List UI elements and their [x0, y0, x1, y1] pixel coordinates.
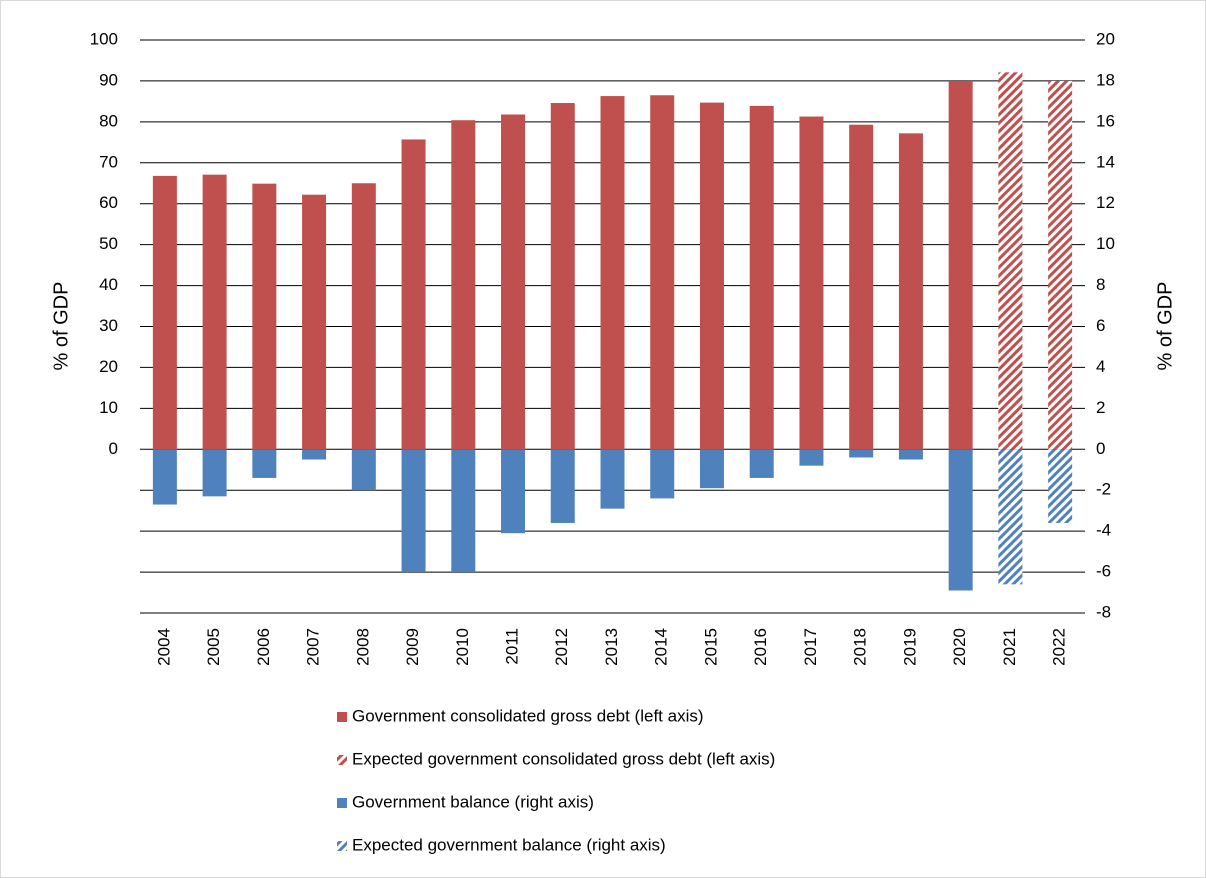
- x-tick-label: 2013: [602, 628, 621, 666]
- bar: [749, 449, 774, 478]
- x-tick-label: 2018: [851, 628, 870, 666]
- bar: [252, 183, 277, 450]
- bar: [401, 449, 426, 573]
- bar: [351, 449, 376, 491]
- legend-label: Expected government consolidated gross d…: [352, 749, 775, 768]
- y-tick-label: 60: [99, 193, 118, 212]
- bar: [302, 194, 327, 450]
- bar: [501, 449, 526, 534]
- y-tick-label: 100: [90, 29, 118, 48]
- x-tick-label: 2011: [503, 628, 522, 665]
- bar: [550, 103, 575, 450]
- y2-tick-label: 0: [1096, 439, 1105, 458]
- x-tick-label: 2020: [950, 628, 969, 666]
- bar: [152, 175, 177, 450]
- bar: [898, 133, 923, 450]
- y2-tick-label: 12: [1096, 193, 1115, 212]
- bar: [252, 449, 277, 478]
- legend-swatch: [337, 798, 347, 808]
- x-tick-label: 2022: [1050, 628, 1069, 666]
- bar: [202, 449, 227, 497]
- bar: [401, 139, 426, 450]
- bar: [699, 102, 724, 450]
- bar: [849, 124, 874, 450]
- x-tick-label: 2006: [254, 628, 273, 666]
- bar: [600, 449, 625, 509]
- y-tick-label: 10: [99, 398, 118, 417]
- bar: [799, 116, 824, 450]
- x-tick-label: 2007: [304, 628, 323, 666]
- bar: [1048, 449, 1073, 523]
- y2-tick-label: 16: [1096, 111, 1115, 130]
- y2-tick-label: 8: [1096, 275, 1105, 294]
- bar: [351, 183, 376, 450]
- x-tick-label: 2010: [453, 628, 472, 666]
- y2-tick-label: 18: [1096, 70, 1115, 89]
- x-tick-label: 2012: [552, 628, 571, 666]
- y-tick-label: 0: [109, 439, 118, 458]
- legend-label: Expected government balance (right axis): [352, 835, 666, 854]
- x-tick-label: 2019: [900, 628, 919, 666]
- bar: [202, 174, 227, 450]
- legend-swatch: [337, 841, 347, 851]
- y2-tick-label: 14: [1096, 152, 1115, 171]
- y-tick-label: 50: [99, 234, 118, 253]
- bar: [1048, 80, 1073, 450]
- x-tick-label: 2005: [204, 628, 223, 666]
- y-axis-label: % of GDP: [50, 282, 72, 371]
- y2-tick-label: -8: [1096, 602, 1111, 621]
- bar: [152, 449, 177, 505]
- bar: [302, 449, 327, 460]
- bar: [948, 80, 973, 450]
- y2-tick-label: 6: [1096, 316, 1105, 335]
- bar: [650, 449, 675, 499]
- legend-label: Government balance (right axis): [352, 792, 594, 811]
- bar: [749, 105, 774, 450]
- x-tick-label: 2014: [652, 628, 671, 666]
- y-tick-label: 20: [99, 357, 118, 376]
- y2-tick-label: 2: [1096, 398, 1105, 417]
- bar: [948, 449, 973, 591]
- x-tick-label: 2008: [353, 628, 372, 666]
- y2-tick-label: -4: [1096, 521, 1111, 540]
- x-tick-label: 2015: [701, 628, 720, 666]
- bar: [451, 120, 476, 450]
- y-tick-label: 80: [99, 111, 118, 130]
- y-tick-label: 70: [99, 152, 118, 171]
- bar: [501, 114, 526, 450]
- x-tick-label: 2021: [1000, 628, 1019, 666]
- y-tick-label: 30: [99, 316, 118, 335]
- legend-swatch: [337, 755, 347, 765]
- x-tick-label: 2009: [403, 628, 422, 666]
- y2-tick-label: 10: [1096, 234, 1115, 253]
- bar: [600, 96, 625, 450]
- y-tick-label: 90: [99, 70, 118, 89]
- legend-swatch: [337, 712, 347, 722]
- legend-label: Government consolidated gross debt (left…: [352, 706, 704, 725]
- y-tick-label: 40: [99, 275, 118, 294]
- bar: [998, 72, 1023, 450]
- bar: [898, 449, 923, 460]
- y2-tick-label: 20: [1096, 29, 1115, 48]
- y2-tick-label: -2: [1096, 480, 1111, 499]
- bar: [650, 95, 675, 450]
- y2-tick-label: 4: [1096, 357, 1105, 376]
- bar: [451, 449, 476, 573]
- bar: [849, 449, 874, 458]
- x-tick-label: 2004: [154, 628, 173, 666]
- y2-tick-label: -6: [1096, 562, 1111, 581]
- x-tick-label: 2016: [751, 628, 770, 666]
- bar: [799, 449, 824, 466]
- x-tick-label: 2017: [801, 628, 820, 666]
- bar: [699, 449, 724, 489]
- bar: [998, 449, 1023, 585]
- y2-axis-label: % of GDP: [1154, 282, 1176, 371]
- bar: [550, 449, 575, 523]
